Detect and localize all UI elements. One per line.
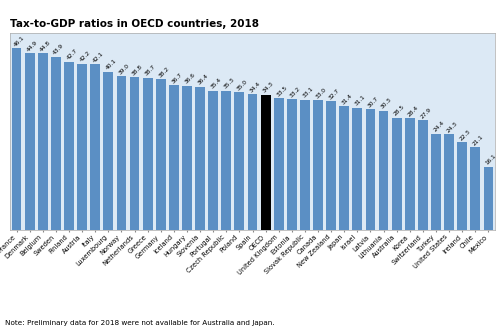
Text: 38.7: 38.7 xyxy=(144,64,157,77)
Text: 35.4: 35.4 xyxy=(210,77,222,90)
Text: 32.7: 32.7 xyxy=(328,88,340,100)
Bar xyxy=(24,53,34,230)
Text: Tax-to-GDP ratios in OECD countries, 2018: Tax-to-GDP ratios in OECD countries, 201… xyxy=(10,19,259,29)
Bar xyxy=(418,120,428,230)
Text: 33.5: 33.5 xyxy=(275,85,288,97)
Bar xyxy=(182,86,192,230)
Text: 33.1: 33.1 xyxy=(302,86,314,99)
Bar xyxy=(208,90,218,230)
Bar xyxy=(116,76,126,230)
Text: 21.1: 21.1 xyxy=(472,134,484,146)
Text: 33.2: 33.2 xyxy=(288,86,301,98)
Text: Note: Preliminary data for 2018 were not available for Australia and Japan.: Note: Preliminary data for 2018 were not… xyxy=(5,320,274,326)
Bar xyxy=(313,100,323,230)
Text: 24.3: 24.3 xyxy=(446,121,458,134)
Text: 35.3: 35.3 xyxy=(222,77,235,90)
Text: 34.4: 34.4 xyxy=(249,81,262,94)
Bar xyxy=(366,109,376,230)
Bar xyxy=(51,57,61,230)
Bar xyxy=(90,64,100,230)
Text: 38.2: 38.2 xyxy=(157,66,170,79)
Bar xyxy=(274,98,283,230)
Bar xyxy=(444,134,454,230)
Text: 27.9: 27.9 xyxy=(420,107,432,119)
Bar xyxy=(130,77,140,230)
Bar xyxy=(378,111,388,230)
Text: 38.8: 38.8 xyxy=(131,63,144,76)
Bar xyxy=(340,106,349,230)
Bar xyxy=(458,142,467,230)
Bar xyxy=(326,101,336,230)
Text: 24.4: 24.4 xyxy=(432,120,446,133)
Text: 28.5: 28.5 xyxy=(393,104,406,117)
Text: 39.0: 39.0 xyxy=(118,63,130,76)
Bar xyxy=(169,86,179,230)
Text: 36.4: 36.4 xyxy=(196,73,209,86)
Bar xyxy=(38,53,48,230)
Bar xyxy=(431,134,441,230)
Bar xyxy=(64,62,74,230)
Text: 31.1: 31.1 xyxy=(354,94,366,107)
Text: 16.1: 16.1 xyxy=(485,153,498,166)
Text: 44.9: 44.9 xyxy=(26,39,39,52)
Text: 35.0: 35.0 xyxy=(236,79,248,91)
Text: 42.7: 42.7 xyxy=(66,48,78,61)
Bar xyxy=(352,108,362,230)
Text: 44.8: 44.8 xyxy=(39,40,52,53)
Text: 42.1: 42.1 xyxy=(92,51,104,63)
Text: 36.7: 36.7 xyxy=(170,72,183,85)
Text: 34.3: 34.3 xyxy=(262,81,275,94)
Bar xyxy=(248,94,258,230)
Text: 42.2: 42.2 xyxy=(78,50,92,63)
Bar xyxy=(470,147,480,230)
Bar xyxy=(260,95,270,230)
Bar xyxy=(392,118,402,230)
Bar xyxy=(195,87,205,230)
Text: 22.3: 22.3 xyxy=(458,129,471,141)
Bar xyxy=(156,80,166,230)
Text: 40.1: 40.1 xyxy=(105,59,118,71)
Text: 31.4: 31.4 xyxy=(340,93,353,106)
Text: 43.9: 43.9 xyxy=(52,43,65,56)
Bar xyxy=(77,64,87,230)
Text: 36.6: 36.6 xyxy=(184,72,196,85)
Text: 30.7: 30.7 xyxy=(367,95,380,108)
Bar xyxy=(142,78,152,230)
Bar xyxy=(104,72,113,230)
Text: 28.4: 28.4 xyxy=(406,105,419,117)
Bar xyxy=(234,92,244,230)
Bar xyxy=(484,167,494,230)
Text: 33.0: 33.0 xyxy=(314,87,328,99)
Bar xyxy=(405,118,414,230)
Text: 46.1: 46.1 xyxy=(13,35,26,47)
Bar xyxy=(300,100,310,230)
Bar xyxy=(222,91,231,230)
Bar xyxy=(287,99,296,230)
Bar xyxy=(12,48,22,230)
Text: 30.3: 30.3 xyxy=(380,97,393,110)
